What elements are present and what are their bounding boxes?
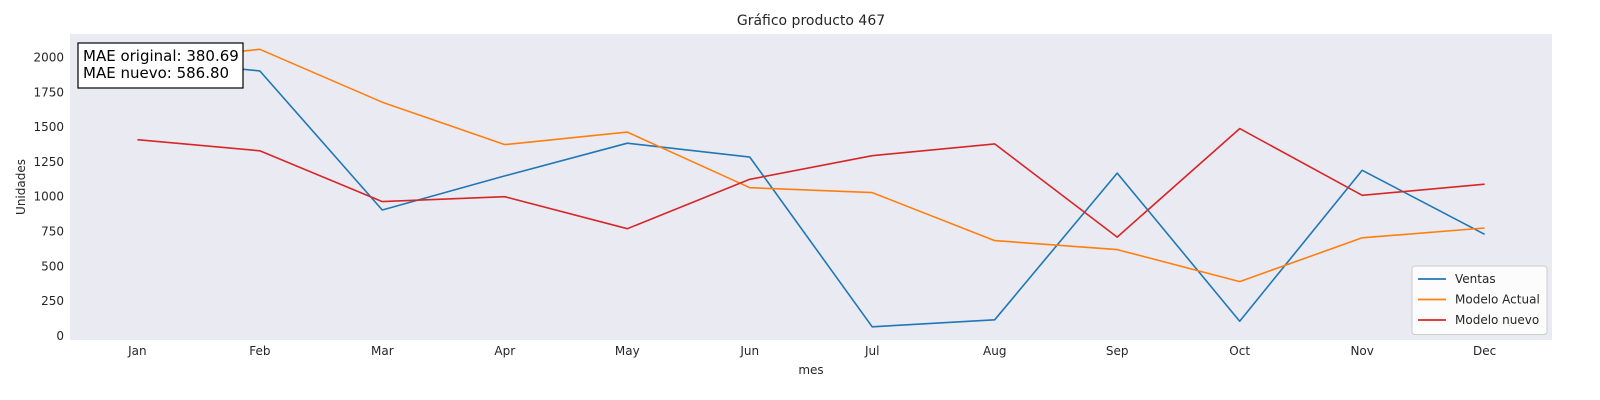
annotation-line: MAE nuevo: 586.80 xyxy=(83,64,229,82)
legend-box xyxy=(1411,265,1548,335)
x-axis-label: mes xyxy=(798,363,823,377)
x-tick-label: May xyxy=(615,344,640,358)
y-tick-label: 500 xyxy=(41,259,64,273)
x-tick-label: Feb xyxy=(249,344,270,358)
x-tick-label: Jun xyxy=(739,344,759,358)
legend-entry: Ventas xyxy=(1455,272,1496,286)
chart-title: Gráfico producto 467 xyxy=(737,13,885,29)
annotation-line: MAE original: 380.69 xyxy=(83,47,239,65)
x-tick-label: Apr xyxy=(494,344,515,358)
y-axis-label: Unidades xyxy=(14,159,28,215)
x-tick-label: Jul xyxy=(864,344,879,358)
plot-area xyxy=(70,34,1552,340)
y-tick-label: 750 xyxy=(41,225,64,239)
x-tick-label: Dec xyxy=(1473,344,1496,358)
y-tick-label: 1750 xyxy=(33,85,64,99)
x-tick-label: Mar xyxy=(371,344,394,358)
series-line xyxy=(137,48,1485,283)
y-tick-label: 1000 xyxy=(33,190,64,204)
x-tick-label: Jan xyxy=(127,344,147,358)
mae-annotation: MAE original: 380.69 MAE nuevo: 586.80 xyxy=(77,42,244,89)
y-tick-label: 1500 xyxy=(33,120,64,134)
legend-entry: Modelo Actual xyxy=(1455,293,1540,307)
series-line xyxy=(137,127,1485,238)
y-axis: 0 250 500 750 1000 1250 1500 1750 2000 xyxy=(33,51,64,343)
legend-entry: Modelo nuevo xyxy=(1455,313,1539,327)
series-lines xyxy=(137,48,1485,328)
y-tick-label: 1250 xyxy=(33,155,64,169)
x-tick-label: Sep xyxy=(1106,344,1129,358)
y-tick-label: 2000 xyxy=(33,51,64,65)
legend: Ventas Modelo Actual Modelo nuevo xyxy=(1411,265,1548,335)
x-axis: Jan Feb Mar Apr May Jun Jul Aug Sep Oct Nov Dec xyxy=(127,344,1496,358)
series-line xyxy=(137,58,1485,328)
x-tick-label: Aug xyxy=(983,344,1006,358)
x-tick-label: Nov xyxy=(1350,344,1373,358)
y-tick-label: 250 xyxy=(41,294,64,308)
x-tick-label: Oct xyxy=(1229,344,1250,358)
y-tick-label: 0 xyxy=(56,329,64,343)
